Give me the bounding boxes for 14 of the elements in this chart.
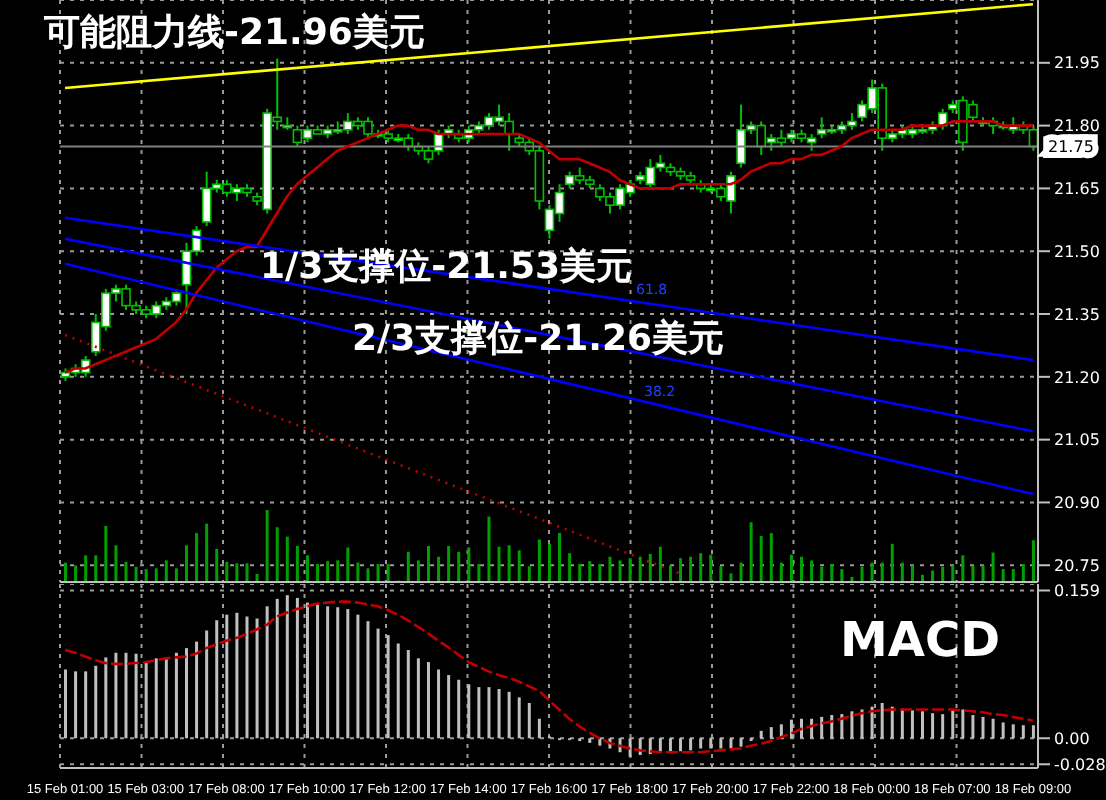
y-tick-label: -0.028 [1054,755,1106,774]
text: MACD [840,612,1000,668]
annotation: 可能阻力线-21.96美元 [44,12,425,54]
y-tick-label: 21.80 [1054,117,1100,136]
y-tick-label: 21.05 [1054,431,1100,450]
y-tick-label: 0.159 [1054,582,1100,601]
y-tick-label: 20.75 [1054,556,1100,575]
y-tick-label: 21.95 [1054,54,1100,73]
y-tick-label: 21.35 [1054,305,1100,324]
y-tick-label: 21.65 [1054,180,1100,199]
y-tick-label: 21.50 [1054,242,1100,261]
y-tick-label: 20.90 [1054,494,1100,513]
y-tick-label: 21.20 [1054,368,1100,387]
y-tick-label: 0.00 [1054,729,1090,748]
